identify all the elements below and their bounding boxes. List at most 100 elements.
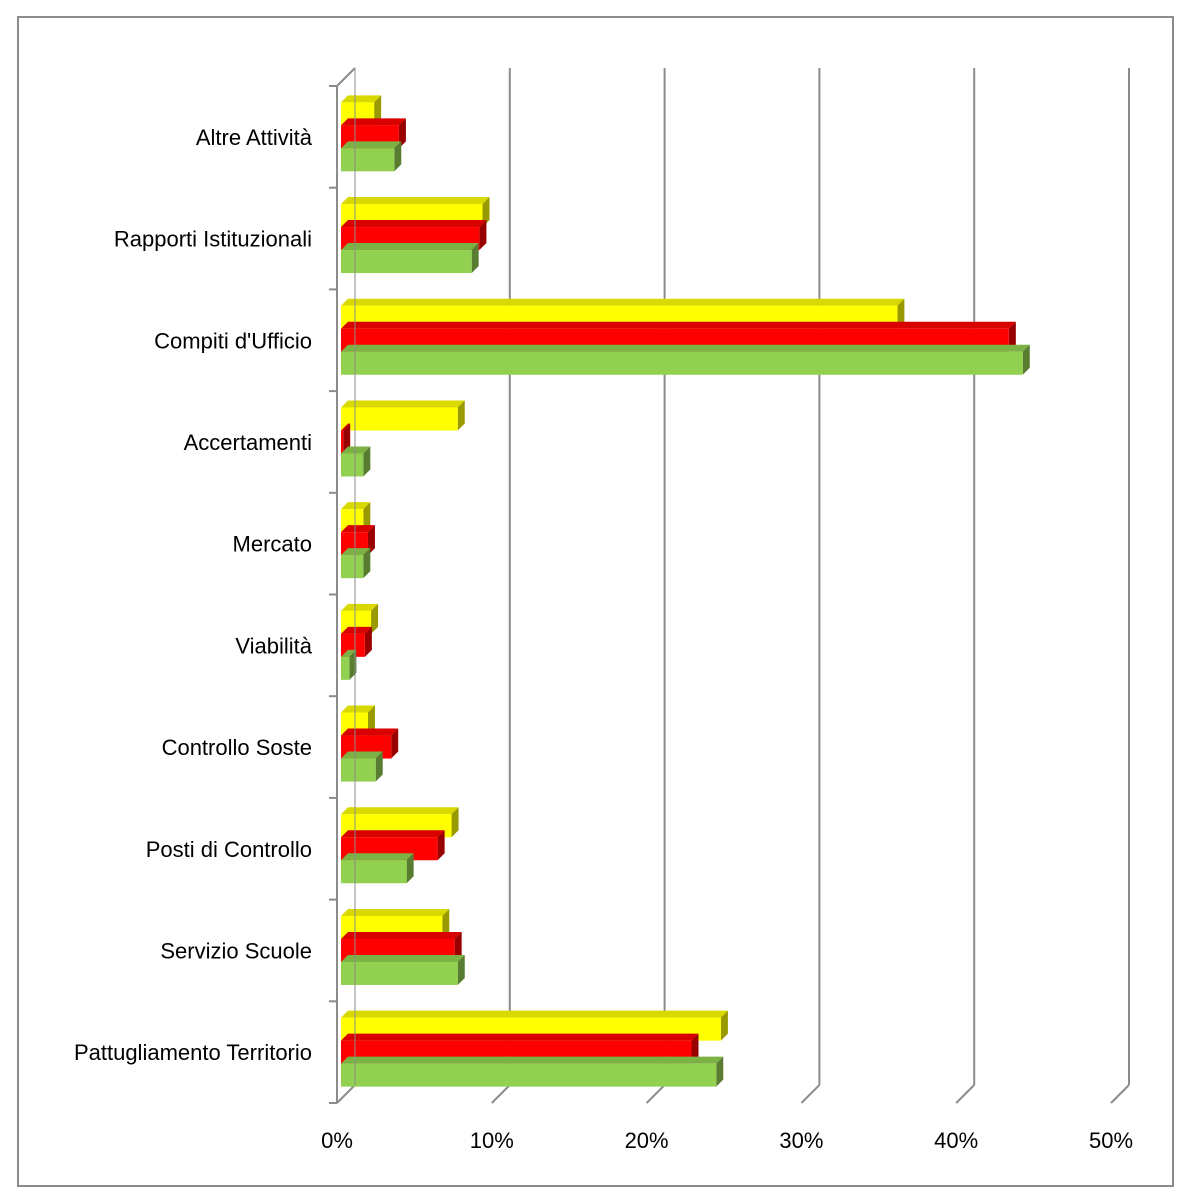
- bar: [341, 751, 383, 782]
- bar-top-face: [341, 728, 399, 736]
- bar: [341, 1056, 724, 1087]
- gridlines: [336, 68, 1130, 1104]
- bar-top-face: [341, 525, 375, 533]
- bar-top-face: [341, 243, 479, 251]
- bar: [341, 344, 1030, 375]
- bar-top-face: [341, 502, 371, 510]
- bar-side-face: [364, 626, 372, 657]
- bar-front-face: [341, 860, 407, 884]
- bar-front-face: [341, 250, 472, 274]
- bar-side-face: [391, 728, 399, 759]
- floor-gridline: [1110, 1084, 1130, 1104]
- bars: [341, 95, 1030, 1087]
- bar-side-face: [398, 118, 406, 149]
- bar-front-face: [341, 351, 1023, 375]
- category-label: Viabilità: [235, 633, 312, 658]
- category-label: Altre Attività: [196, 125, 313, 150]
- bar-side-face: [363, 502, 371, 533]
- bar-front-face: [341, 407, 458, 431]
- bar-top-face: [341, 220, 487, 228]
- category-label: Pattugliamento Territorio: [74, 1040, 312, 1065]
- bar-side-face: [471, 243, 479, 274]
- bar-side-face: [363, 548, 371, 579]
- bar-front-face: [341, 555, 364, 579]
- bar-side-face: [371, 603, 379, 634]
- bar-top-face: [341, 446, 371, 454]
- bar-side-face: [363, 446, 371, 477]
- bar-top-face: [341, 548, 371, 556]
- bar-side-face: [482, 197, 490, 228]
- x-tick-label: 20%: [625, 1128, 669, 1153]
- bar-top-face: [341, 321, 1016, 329]
- bar: [341, 853, 414, 884]
- bar: [341, 954, 465, 985]
- x-tick-label: 50%: [1089, 1128, 1133, 1153]
- bar-front-face: [341, 453, 364, 477]
- bar: [341, 446, 371, 477]
- bar-side-face: [454, 931, 462, 962]
- bar-side-face: [457, 954, 465, 985]
- labels: 0% 10% 20% 30% 40% 50% Pattugliamento Territor…: [74, 125, 1133, 1153]
- bar-side-face: [442, 908, 450, 939]
- bar-side-face: [691, 1033, 699, 1064]
- floor-gridline: [645, 1084, 666, 1104]
- y-axis-top-depth: [336, 67, 356, 87]
- bar-top-face: [341, 954, 465, 962]
- bar: [341, 423, 351, 454]
- category-label: Mercato: [233, 532, 312, 557]
- bar-top-face: [341, 400, 465, 408]
- bar-top-face: [341, 931, 462, 939]
- category-label: Servizio Scuole: [160, 938, 312, 963]
- bar-side-face: [479, 220, 487, 251]
- bar-top-face: [341, 1010, 728, 1018]
- bar-side-face: [375, 751, 383, 782]
- bar-top-face: [341, 830, 445, 838]
- bar-side-face: [374, 95, 382, 126]
- bar-top-face: [341, 298, 905, 306]
- bar-top-face: [341, 1056, 724, 1064]
- bar-front-face: [341, 758, 376, 782]
- floor-gridline: [336, 1084, 356, 1104]
- bar-top-face: [341, 1033, 699, 1041]
- x-tick-label: 30%: [779, 1128, 823, 1153]
- bar-side-face: [716, 1056, 724, 1087]
- bar-side-face: [367, 525, 375, 556]
- category-label: Rapporti Istituzionali: [114, 227, 312, 252]
- bar-front-face: [341, 148, 395, 172]
- bar: [341, 548, 371, 579]
- bar-front-face: [341, 1063, 717, 1087]
- bar-side-face: [394, 141, 402, 172]
- bar-top-face: [341, 141, 402, 149]
- floor-gridline: [955, 1084, 975, 1104]
- x-tick-label: 40%: [934, 1128, 978, 1153]
- bar: [341, 141, 402, 172]
- bar-side-face: [1022, 344, 1030, 375]
- category-label: Posti di Controllo: [146, 837, 312, 862]
- bar-top-face: [341, 95, 382, 103]
- bar-side-face: [1008, 321, 1016, 352]
- bar-top-face: [341, 118, 406, 126]
- bar-front-face: [341, 656, 350, 680]
- bar-side-face: [406, 853, 414, 884]
- bar-side-face: [343, 423, 351, 454]
- axes: [329, 67, 356, 1104]
- bar-side-face: [897, 298, 905, 329]
- category-label: Accertamenti: [184, 430, 312, 455]
- bar-top-face: [341, 603, 379, 611]
- floor-gridline: [491, 1084, 511, 1104]
- bar-side-face: [367, 705, 375, 736]
- bar-front-face: [341, 430, 344, 454]
- bar-top-face: [341, 649, 357, 657]
- bar-top-face: [341, 344, 1030, 352]
- bar-front-face: [341, 961, 458, 985]
- bar-top-face: [341, 807, 459, 815]
- bar-top-face: [341, 626, 372, 634]
- bar: [341, 400, 465, 431]
- chart-frame: [17, 16, 1174, 1187]
- bar-side-face: [457, 400, 465, 431]
- x-tick-label: 0%: [321, 1128, 353, 1153]
- category-label: Controllo Soste: [162, 735, 312, 760]
- bar-side-face: [720, 1010, 728, 1041]
- bar-top-face: [341, 908, 450, 916]
